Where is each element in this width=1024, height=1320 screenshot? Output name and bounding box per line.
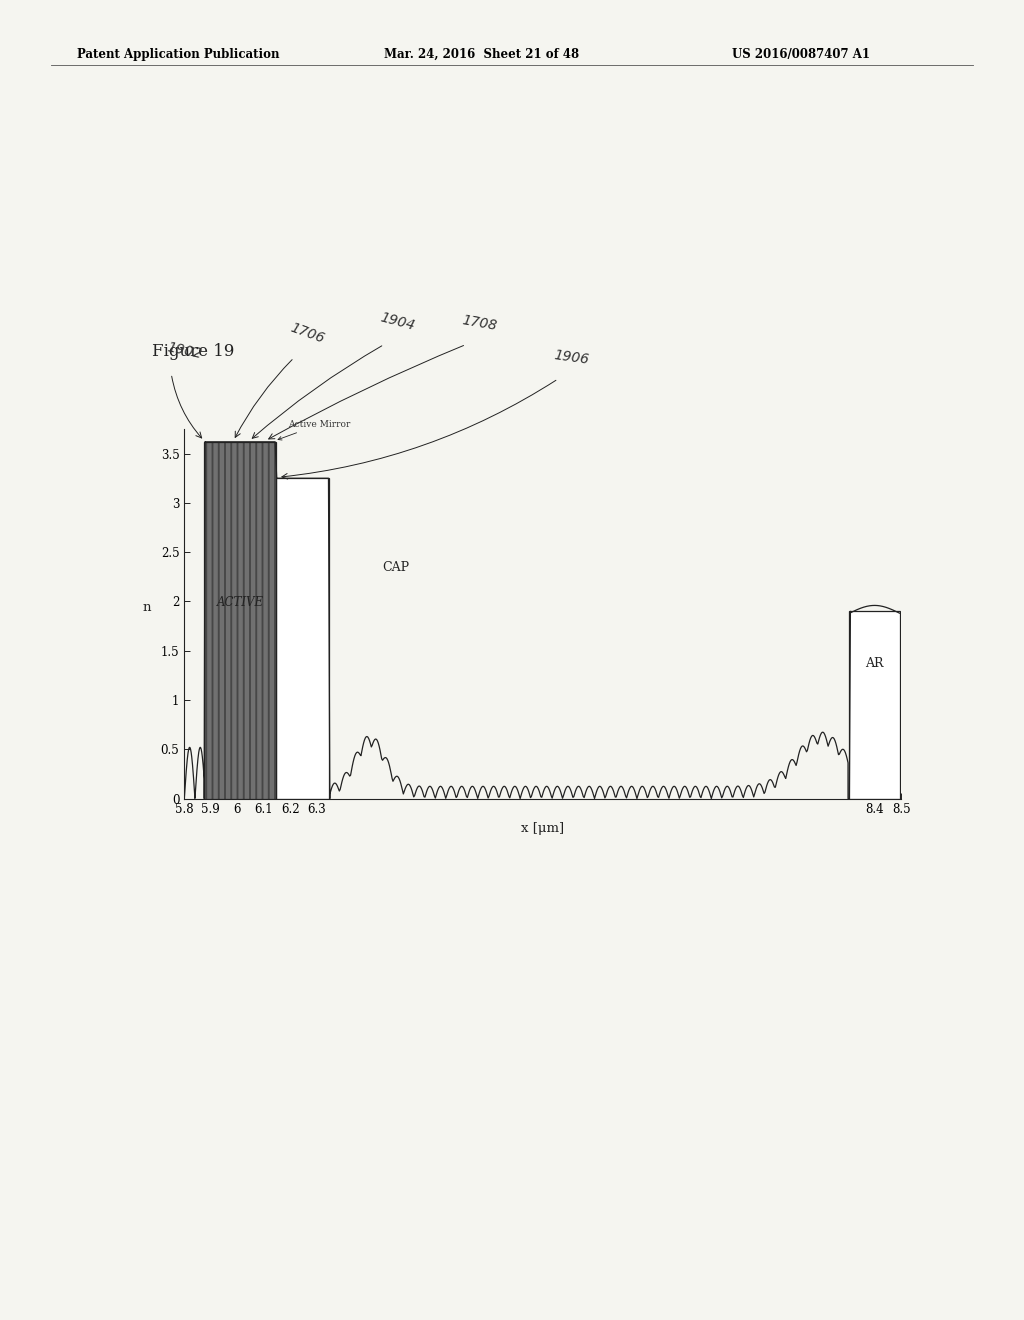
Text: US 2016/0087407 A1: US 2016/0087407 A1 bbox=[732, 48, 870, 61]
Text: Mar. 24, 2016  Sheet 21 of 48: Mar. 24, 2016 Sheet 21 of 48 bbox=[384, 48, 580, 61]
Y-axis label: n: n bbox=[142, 601, 152, 614]
Text: Patent Application Publication: Patent Application Publication bbox=[77, 48, 280, 61]
Text: Figure 19: Figure 19 bbox=[152, 343, 233, 360]
Text: CAP: CAP bbox=[382, 561, 410, 574]
Text: AR: AR bbox=[865, 657, 884, 671]
Text: 1706: 1706 bbox=[289, 321, 327, 346]
Text: Active Mirror: Active Mirror bbox=[279, 420, 350, 440]
Text: 1708: 1708 bbox=[461, 313, 499, 333]
Bar bbox=[849, 611, 900, 799]
Text: 1904: 1904 bbox=[379, 310, 417, 333]
X-axis label: x [μm]: x [μm] bbox=[521, 822, 564, 836]
Text: ACTIVE: ACTIVE bbox=[216, 595, 263, 609]
Bar bbox=[275, 478, 329, 799]
Bar bbox=[204, 442, 275, 799]
Text: 1902: 1902 bbox=[166, 341, 204, 362]
Text: 1906: 1906 bbox=[553, 348, 590, 367]
